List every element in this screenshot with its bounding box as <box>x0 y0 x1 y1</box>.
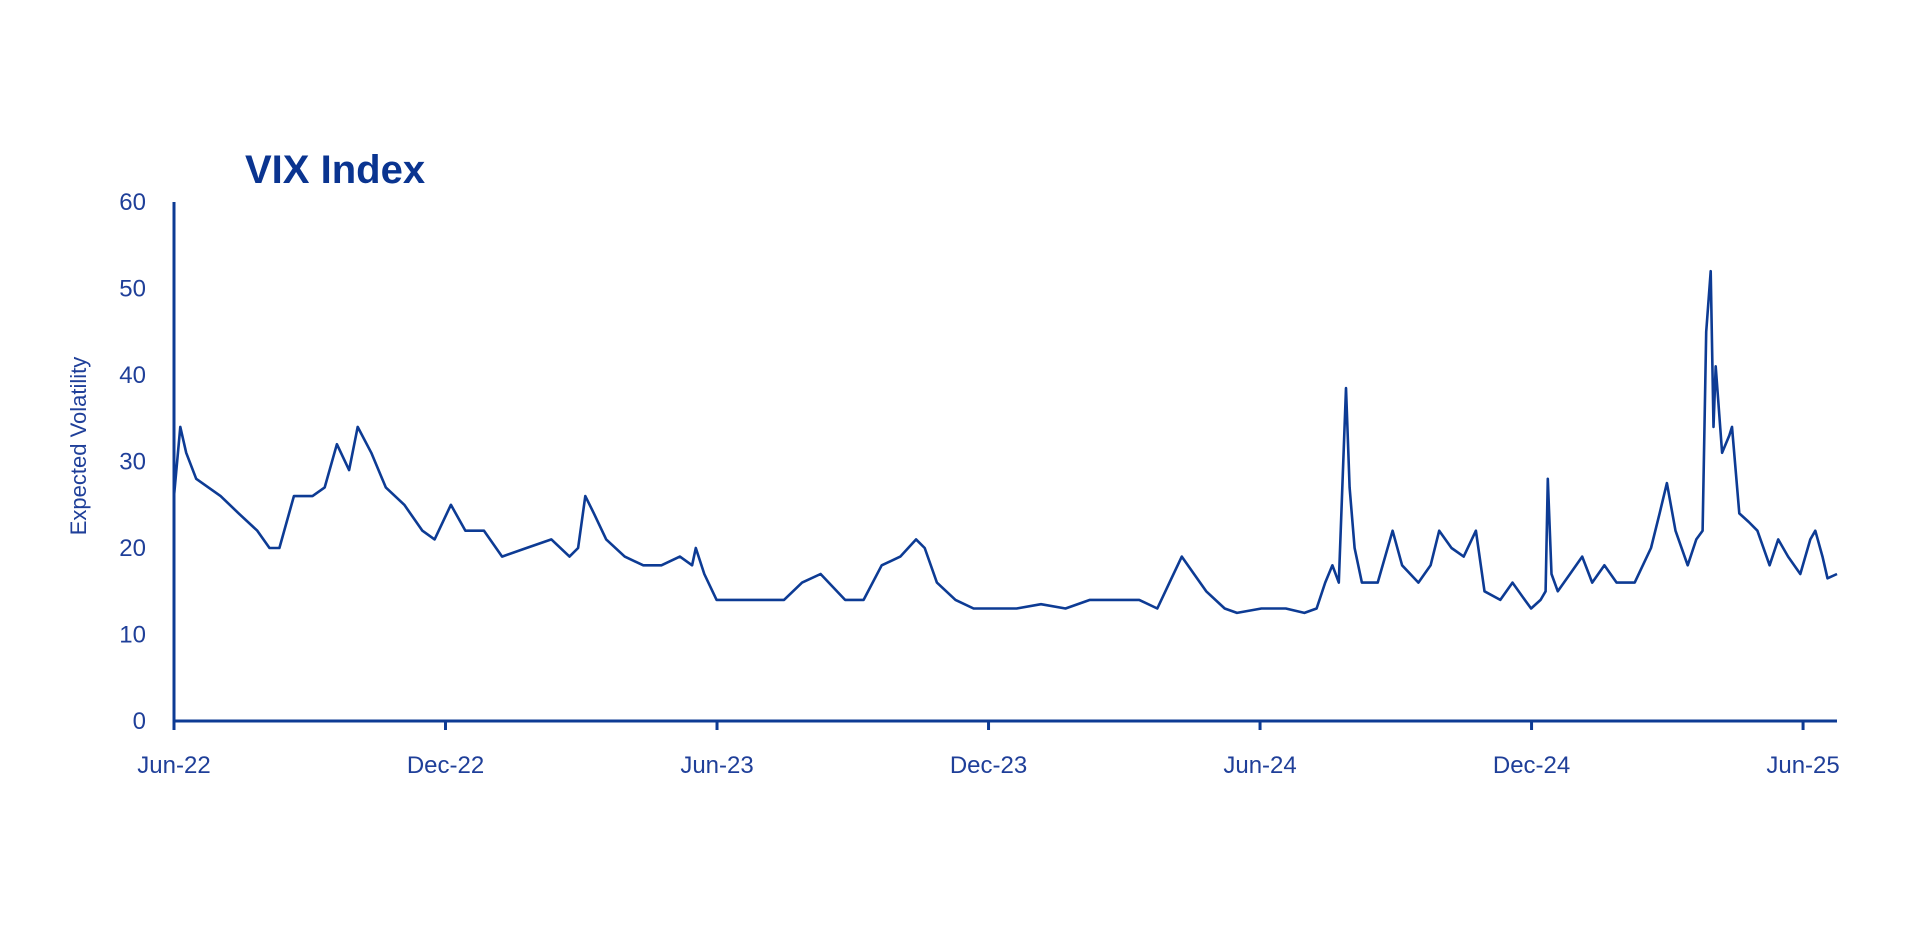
y-tick-label: 50 <box>119 276 146 303</box>
x-tick-label: Dec-23 <box>950 752 1027 779</box>
series-line-vix <box>172 269 1838 615</box>
x-tick-label: Dec-24 <box>1493 752 1570 779</box>
y-axis-label: Expected Volatility <box>66 357 91 536</box>
x-tick-label: Jun-25 <box>1766 752 1839 779</box>
x-tick-label: Jun-23 <box>680 752 753 779</box>
y-tick-label: 0 <box>133 708 146 735</box>
y-tick-label: 10 <box>119 622 146 649</box>
y-tick-label: 60 <box>119 189 146 216</box>
x-tick-label: Jun-24 <box>1223 752 1296 779</box>
x-tick-label: Jun-22 <box>137 752 210 779</box>
chart-title: VIX Index <box>245 148 425 192</box>
x-tick-label: Dec-22 <box>407 752 484 779</box>
y-tick-label: 40 <box>119 362 146 389</box>
y-tick-label: 30 <box>119 449 146 476</box>
y-tick-label: 20 <box>119 535 146 562</box>
